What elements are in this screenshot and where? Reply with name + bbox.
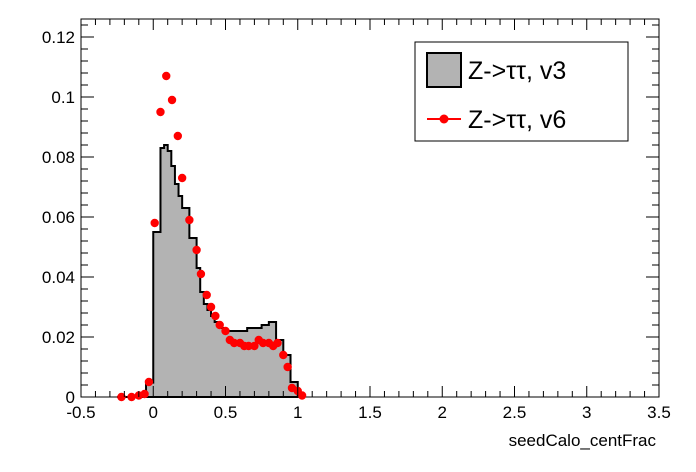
x-tick-label: 0.5 bbox=[214, 403, 238, 422]
x-tick-label: 1.5 bbox=[358, 403, 382, 422]
x-tick-label: 0 bbox=[149, 403, 158, 422]
data-point-v6 bbox=[196, 269, 206, 279]
data-point-v6 bbox=[144, 377, 154, 387]
x-tick-label: 3.5 bbox=[647, 403, 671, 422]
x-axis-label: seedCalo_centFrac bbox=[509, 431, 657, 450]
x-tick-label: 2.5 bbox=[503, 403, 527, 422]
y-tick-label: 0.06 bbox=[42, 208, 75, 227]
y-tick-label: 0 bbox=[66, 388, 75, 407]
axes-layer: -0.5 0 0.5 1 1.5 2 2.5 3 3.500.020.040.060.080.1… bbox=[42, 19, 671, 422]
marker-layer bbox=[117, 71, 307, 402]
data-point-v6 bbox=[117, 392, 126, 402]
data-point-v6 bbox=[221, 326, 230, 336]
x-tick-label: 3 bbox=[582, 403, 591, 422]
legend-marker-v6 bbox=[439, 114, 449, 124]
data-point-v6 bbox=[162, 71, 171, 81]
data-point-v6 bbox=[206, 302, 216, 312]
data-point-v6 bbox=[283, 362, 292, 372]
data-point-v6 bbox=[185, 215, 194, 225]
histogram-layer bbox=[117, 144, 299, 398]
data-point-v6 bbox=[279, 350, 288, 360]
data-point-v6 bbox=[127, 392, 136, 402]
legend: Z->ττ, v3 Z->ττ, v6 bbox=[414, 41, 629, 142]
data-point-v6 bbox=[229, 338, 239, 348]
y-tick-label: 0.08 bbox=[42, 148, 75, 167]
x-tick-label: -0.5 bbox=[66, 403, 95, 422]
legend-label-v6: Z->ττ, v6 bbox=[468, 106, 566, 134]
data-point-v6 bbox=[167, 95, 177, 105]
data-point-v6 bbox=[140, 389, 149, 399]
legend-swatch-v3 bbox=[426, 52, 462, 88]
y-tick-label: 0.12 bbox=[42, 28, 75, 47]
data-point-v6 bbox=[273, 338, 282, 348]
data-point-v6 bbox=[173, 131, 183, 141]
histogram-v3-area bbox=[117, 144, 299, 398]
data-point-v6 bbox=[215, 320, 224, 330]
x-tick-label: 2 bbox=[438, 403, 447, 422]
x-tick-label: 1 bbox=[293, 403, 302, 422]
y-tick-label: 0.04 bbox=[42, 268, 75, 287]
data-point-v6 bbox=[177, 173, 187, 183]
data-point-v6 bbox=[150, 218, 159, 228]
data-point-v6 bbox=[250, 341, 259, 351]
data-point-v6 bbox=[258, 338, 268, 348]
y-tick-label: 0.1 bbox=[51, 88, 75, 107]
data-point-v6 bbox=[297, 391, 307, 400]
data-point-v6 bbox=[192, 245, 201, 255]
legend-label-v3: Z->ττ, v3 bbox=[468, 57, 566, 85]
data-point-v6 bbox=[211, 311, 220, 321]
y-tick-label: 0.02 bbox=[42, 328, 75, 347]
data-point-v6 bbox=[202, 290, 211, 300]
data-point-v6 bbox=[156, 107, 165, 117]
data-point-v6 bbox=[244, 341, 253, 351]
